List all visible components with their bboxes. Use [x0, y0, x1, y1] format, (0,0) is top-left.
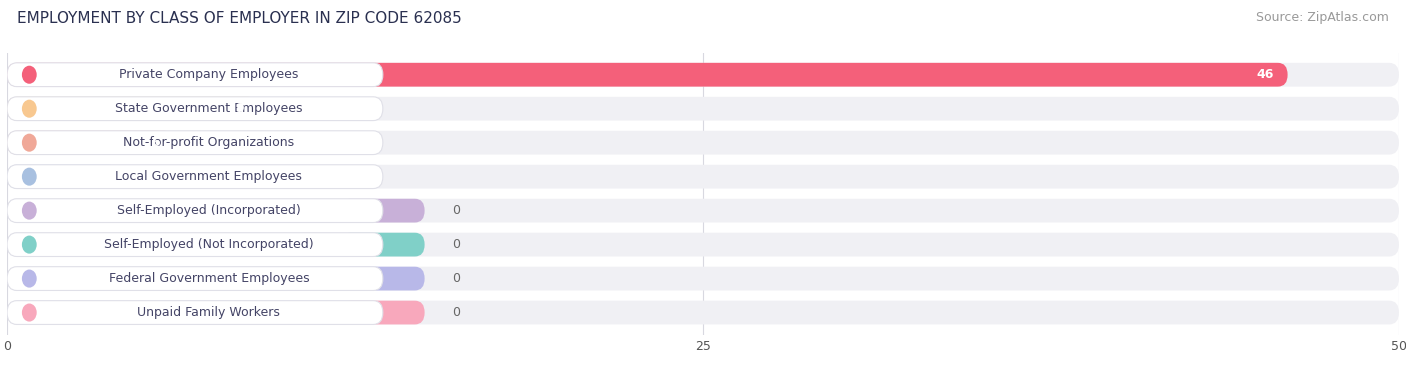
Text: EMPLOYMENT BY CLASS OF EMPLOYER IN ZIP CODE 62085: EMPLOYMENT BY CLASS OF EMPLOYER IN ZIP C… [17, 11, 461, 26]
Text: Unpaid Family Workers: Unpaid Family Workers [138, 306, 280, 319]
FancyBboxPatch shape [7, 97, 257, 121]
Circle shape [22, 168, 37, 186]
FancyBboxPatch shape [342, 267, 425, 291]
Text: 4: 4 [96, 170, 104, 183]
FancyBboxPatch shape [342, 301, 425, 324]
Circle shape [22, 133, 37, 152]
FancyBboxPatch shape [7, 301, 382, 324]
Text: Source: ZipAtlas.com: Source: ZipAtlas.com [1256, 11, 1389, 24]
FancyBboxPatch shape [7, 63, 382, 86]
Text: State Government Employees: State Government Employees [115, 102, 302, 115]
FancyBboxPatch shape [7, 131, 1399, 155]
Circle shape [22, 270, 37, 288]
Circle shape [22, 66, 37, 84]
Text: 6: 6 [152, 136, 160, 149]
Text: 0: 0 [453, 306, 460, 319]
Circle shape [22, 303, 37, 321]
Text: Not-for-profit Organizations: Not-for-profit Organizations [124, 136, 294, 149]
FancyBboxPatch shape [7, 63, 1399, 86]
FancyBboxPatch shape [7, 63, 1288, 86]
FancyBboxPatch shape [7, 267, 1399, 291]
Text: Federal Government Employees: Federal Government Employees [108, 272, 309, 285]
FancyBboxPatch shape [7, 131, 174, 155]
FancyBboxPatch shape [7, 131, 382, 155]
FancyBboxPatch shape [342, 233, 425, 256]
Text: Local Government Employees: Local Government Employees [115, 170, 302, 183]
Text: 46: 46 [1257, 68, 1274, 81]
FancyBboxPatch shape [342, 199, 425, 223]
Text: 0: 0 [453, 238, 460, 251]
FancyBboxPatch shape [7, 199, 1399, 223]
FancyBboxPatch shape [7, 97, 1399, 121]
Text: 9: 9 [235, 102, 243, 115]
Circle shape [22, 202, 37, 220]
Circle shape [22, 236, 37, 254]
Text: Self-Employed (Incorporated): Self-Employed (Incorporated) [117, 204, 301, 217]
FancyBboxPatch shape [7, 199, 382, 223]
FancyBboxPatch shape [7, 301, 1399, 324]
FancyBboxPatch shape [7, 165, 382, 188]
FancyBboxPatch shape [7, 267, 382, 291]
FancyBboxPatch shape [7, 165, 1399, 188]
FancyBboxPatch shape [7, 233, 382, 256]
FancyBboxPatch shape [7, 165, 118, 188]
FancyBboxPatch shape [7, 97, 382, 121]
Text: 0: 0 [453, 272, 460, 285]
Text: 0: 0 [453, 204, 460, 217]
Text: Self-Employed (Not Incorporated): Self-Employed (Not Incorporated) [104, 238, 314, 251]
Circle shape [22, 100, 37, 118]
FancyBboxPatch shape [7, 233, 1399, 256]
Text: Private Company Employees: Private Company Employees [120, 68, 298, 81]
